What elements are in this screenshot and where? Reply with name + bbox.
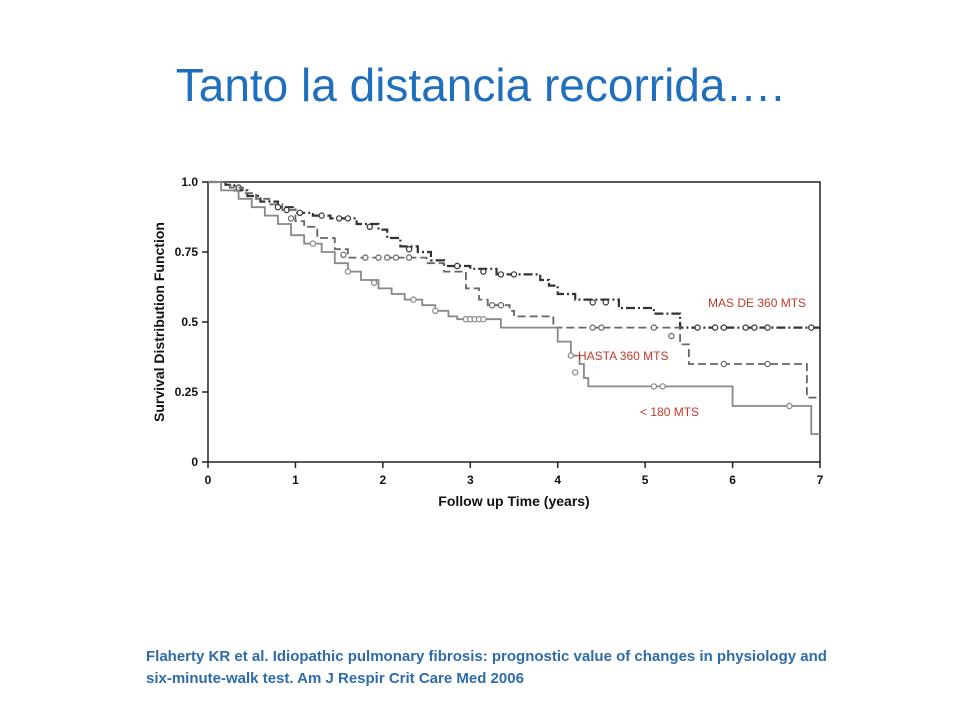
x-tick-label: 3 [467, 473, 474, 487]
censor-marker [711, 324, 719, 331]
citation-line-1: Flaherty KR et al. Idiopathic pulmonary … [146, 648, 827, 665]
censor-marker [694, 324, 701, 331]
y-tick-label: 0.25 [175, 385, 199, 399]
censor-marker [335, 215, 343, 222]
censor-marker [786, 402, 793, 410]
y-tick-label: 0 [191, 455, 198, 469]
censor-marker [405, 245, 413, 253]
censor-marker [602, 299, 609, 306]
censor-marker [287, 215, 295, 222]
censor-marker [589, 299, 596, 306]
censor-marker [362, 254, 369, 261]
censor-marker [668, 332, 675, 340]
censor-marker [659, 383, 666, 390]
x-tick-label: 4 [554, 473, 561, 487]
censor-marker [497, 301, 505, 309]
x-tick-label: 6 [729, 473, 736, 487]
y-axis-label: Survival Distribution Function [151, 222, 167, 422]
censor-marker [453, 262, 461, 270]
x-tick-label: 1 [292, 473, 299, 487]
x-tick-label: 7 [817, 473, 824, 487]
y-tick-label: 1.0 [181, 175, 198, 189]
censor-marker [344, 268, 352, 275]
slide-title: Tanto la distancia recorrida…. [175, 59, 785, 111]
censor-marker [274, 204, 282, 211]
censor-marker [742, 324, 749, 331]
y-tick-label: 0.75 [175, 245, 199, 259]
series-label: < 180 MTS [640, 405, 699, 419]
censor-marker [589, 324, 596, 331]
censor-marker [650, 383, 658, 390]
censor-marker [392, 254, 400, 261]
censor-marker [764, 324, 771, 331]
citation: Flaherty KR et al. Idiopathic pulmonary … [146, 646, 886, 690]
censor-marker [480, 268, 487, 275]
censor-marker [808, 324, 815, 331]
x-tick-label: 5 [642, 473, 649, 487]
series-line-0 [208, 180, 820, 329]
censor-marker [410, 296, 417, 303]
censor-marker [488, 301, 496, 309]
censor-marker [384, 254, 391, 261]
censor-marker [375, 254, 382, 261]
censor-marker [296, 209, 303, 217]
censor-marker [405, 254, 413, 261]
x-tick-label: 2 [380, 473, 387, 487]
chart-axes: 0 1 2 3 4 5 6 7 0 0.25 0.5 0.75 1.0 [175, 175, 824, 487]
x-tick-label: 0 [205, 473, 212, 487]
censor-marker [751, 324, 758, 331]
censor-marker [497, 271, 505, 278]
plot-frame [207, 181, 821, 463]
censor-marker [480, 315, 487, 323]
censor-marker [572, 369, 579, 376]
citation-line-2: six-minute-walk test. Am J Respir Crit C… [146, 670, 524, 687]
censor-marker [340, 251, 347, 259]
y-tick-label: 0.5 [181, 315, 198, 329]
censor-marker [567, 352, 575, 359]
censor-marker [366, 223, 373, 231]
censor-marker [720, 360, 728, 368]
series-line-2 [208, 181, 820, 435]
censor-marker [720, 324, 728, 331]
censor-marker [370, 279, 378, 287]
survival-chart: 0 1 2 3 4 5 6 7 0 0.25 0.5 0.75 1.0 MAS DE 360 MTS HA… [151, 175, 824, 509]
x-axis-label: Follow up Time (years) [438, 493, 589, 509]
chart-series-layer [208, 180, 820, 435]
censor-marker [432, 307, 439, 314]
censor-marker [318, 212, 325, 219]
censor-marker [764, 360, 771, 368]
censor-marker [650, 324, 658, 331]
censor-marker [344, 215, 352, 222]
censor-marker [510, 271, 518, 278]
chart-labels-layer: MAS DE 360 MTS HASTA 360 MTS < 180 MTS [578, 296, 806, 419]
censor-marker [598, 324, 605, 331]
censor-marker [309, 240, 317, 247]
series-label: HASTA 360 MTS [578, 349, 668, 363]
series-label: MAS DE 360 MTS [708, 296, 806, 310]
